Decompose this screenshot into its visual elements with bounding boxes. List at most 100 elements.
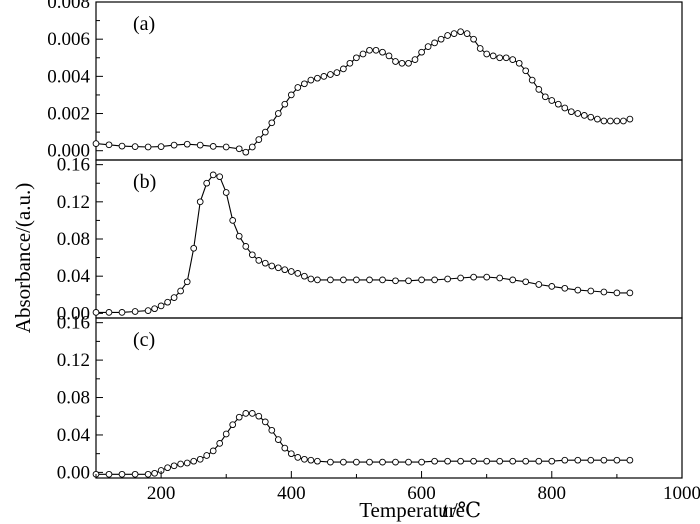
- data-point: [248, 251, 256, 259]
- data-point: [118, 142, 126, 150]
- data-point: [457, 28, 464, 36]
- data-point: [170, 141, 178, 149]
- data-point: [392, 458, 399, 466]
- data-point: [287, 91, 295, 99]
- data-point: [144, 143, 152, 151]
- data-point: [418, 48, 425, 56]
- data-point: [261, 418, 269, 426]
- data-point: [229, 217, 237, 224]
- data-point: [509, 457, 517, 465]
- data-point: [314, 276, 321, 284]
- data-point: [105, 470, 113, 478]
- data-point: [203, 452, 211, 459]
- data-point: [457, 274, 464, 282]
- data-point: [203, 179, 211, 187]
- data-point: [294, 84, 302, 91]
- data-point: [183, 459, 191, 467]
- x-tick-label: 800: [538, 483, 567, 504]
- data-point: [301, 455, 308, 463]
- data-point: [177, 460, 184, 468]
- data-point: [222, 143, 230, 151]
- data-point: [398, 59, 406, 67]
- data-point: [392, 277, 399, 285]
- data-point: [307, 76, 315, 84]
- data-point: [314, 457, 321, 465]
- data-point: [607, 117, 614, 125]
- data-point: [522, 278, 530, 286]
- data-point: [294, 454, 302, 461]
- data-point: [281, 266, 289, 274]
- x-axis-symbol: t: [442, 498, 449, 522]
- data-point: [509, 276, 517, 284]
- y-tick-label: 0.04: [57, 266, 91, 287]
- panel-frame: [95, 317, 683, 479]
- data-point: [170, 294, 178, 301]
- data-point: [405, 277, 412, 285]
- data-point: [574, 286, 582, 294]
- x-tick-label: 1000: [663, 483, 700, 504]
- data-point: [600, 117, 608, 125]
- data-point: [379, 276, 386, 284]
- y-tick-label: 0.16: [57, 155, 90, 176]
- data-point: [600, 288, 608, 296]
- panel-label: (b): [133, 171, 156, 193]
- data-point: [255, 257, 263, 264]
- data-point: [340, 65, 347, 73]
- data-point: [281, 100, 289, 108]
- data-point: [287, 268, 295, 275]
- data-point: [580, 112, 588, 119]
- data-point: [392, 58, 399, 65]
- data-point: [255, 136, 263, 143]
- data-point: [144, 470, 152, 478]
- data-point: [92, 140, 100, 147]
- data-point: [548, 457, 556, 465]
- data-point: [131, 308, 139, 315]
- data-point: [301, 272, 308, 280]
- data-point: [190, 244, 198, 252]
- data-point: [242, 410, 250, 417]
- data-point: [366, 276, 373, 284]
- data-point: [294, 270, 302, 277]
- data-point: [489, 52, 497, 60]
- data-point: [340, 458, 347, 466]
- data-point: [366, 46, 373, 54]
- data-point: [255, 412, 263, 420]
- data-point: [307, 275, 315, 283]
- data-point: [424, 43, 432, 50]
- data-point: [346, 59, 354, 67]
- data-point: [235, 413, 243, 421]
- data-point: [620, 117, 627, 125]
- data-point: [151, 305, 158, 313]
- y-tick-label: 0.12: [57, 350, 90, 371]
- data-point: [359, 50, 367, 58]
- data-point: [515, 59, 523, 67]
- data-point: [496, 457, 504, 465]
- data-point: [281, 444, 289, 452]
- data-point: [320, 73, 328, 80]
- data-point: [118, 309, 126, 316]
- data-point: [431, 39, 438, 47]
- data-point: [463, 30, 471, 37]
- data-point: [353, 54, 360, 62]
- data-point: [541, 93, 549, 101]
- x-axis-unit: /℃: [452, 498, 481, 522]
- data-point: [333, 69, 341, 76]
- data-point: [600, 456, 608, 464]
- data-point: [411, 56, 419, 63]
- y-tick-label: 0.000: [47, 141, 90, 162]
- panels-group: 0.000 0.002 0.004 0.006 0.008 (a) 0.00 0.04 0.08…: [47, 0, 683, 483]
- data-point: [274, 436, 282, 443]
- data-point: [522, 457, 530, 465]
- data-point: [261, 259, 269, 267]
- data-point: [405, 59, 412, 67]
- data-point: [353, 458, 360, 466]
- data-point: [496, 274, 504, 282]
- panel-3: 0.00 0.04 0.08 0.12 0.16 (c): [57, 313, 683, 483]
- data-point: [385, 52, 393, 60]
- data-point: [314, 74, 321, 82]
- data-point: [209, 447, 217, 455]
- data-point: [437, 35, 445, 43]
- data-point: [626, 289, 634, 297]
- x-axis-label: Temperature: [359, 498, 465, 522]
